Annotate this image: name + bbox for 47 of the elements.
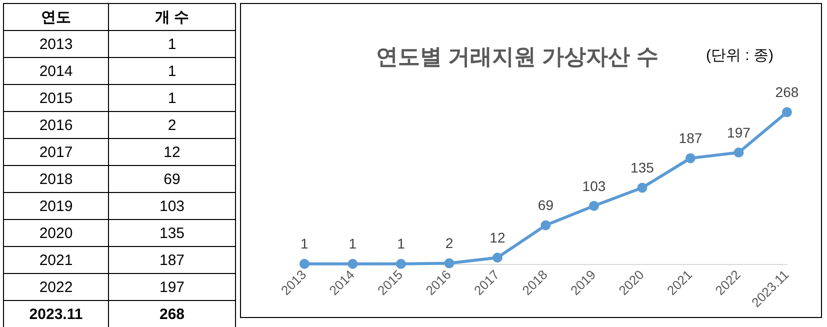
point: [492, 252, 502, 263]
point: [348, 258, 358, 269]
data-label: 12: [108, 138, 236, 166]
data-label: 135: [630, 160, 654, 176]
chart-title: 연도별 거래지원 가상자산 수: [376, 43, 658, 71]
point: [396, 258, 406, 269]
data-label: 187: [108, 246, 236, 274]
data-label: 187: [678, 130, 702, 146]
data-label: 1: [348, 236, 357, 252]
data-label: 2: [445, 235, 454, 252]
point: [637, 182, 648, 193]
data-label: 69: [108, 166, 236, 192]
point: [685, 153, 696, 164]
x-tick-label: 개 수: [108, 4, 236, 30]
data-label: 1: [108, 84, 236, 112]
data-label: 69: [538, 197, 554, 214]
point: [782, 107, 792, 118]
data-label: 1: [108, 58, 236, 84]
data-label: 1: [397, 236, 406, 252]
point: [588, 200, 599, 211]
data-label: 135: [108, 220, 236, 246]
y-tick-label: 2018: [4, 166, 108, 192]
data-label: 197: [727, 124, 751, 140]
y-tick-label: 2015: [4, 84, 108, 112]
y-tick-label: 2016: [4, 112, 108, 138]
data-label: 268: [108, 300, 236, 327]
y-tick-label: 2014: [4, 58, 108, 84]
point: [540, 220, 551, 230]
y-tick-label: 2023.11: [4, 300, 108, 327]
data-label: 2: [108, 112, 236, 138]
data-label: 268: [775, 84, 799, 100]
data-label: 12: [490, 229, 506, 246]
y-tick-label: 2017: [4, 138, 108, 166]
data-label: 1: [108, 30, 236, 58]
y-tick-label: 2021: [4, 246, 108, 274]
data-label: 103: [582, 178, 606, 194]
y-tick-label: 2020: [4, 220, 108, 246]
point: [734, 148, 744, 158]
chart-subtitle: (단위 : 종): [706, 46, 774, 65]
y-tick-label: 2019: [4, 192, 108, 220]
point: [444, 258, 454, 268]
data-label: 1: [300, 236, 309, 252]
data-label: 197: [108, 274, 236, 300]
y-axis-title: 연도: [4, 4, 108, 30]
y-tick-label: 2013: [4, 30, 108, 58]
data-label: 103: [108, 192, 236, 220]
point: [299, 258, 310, 269]
